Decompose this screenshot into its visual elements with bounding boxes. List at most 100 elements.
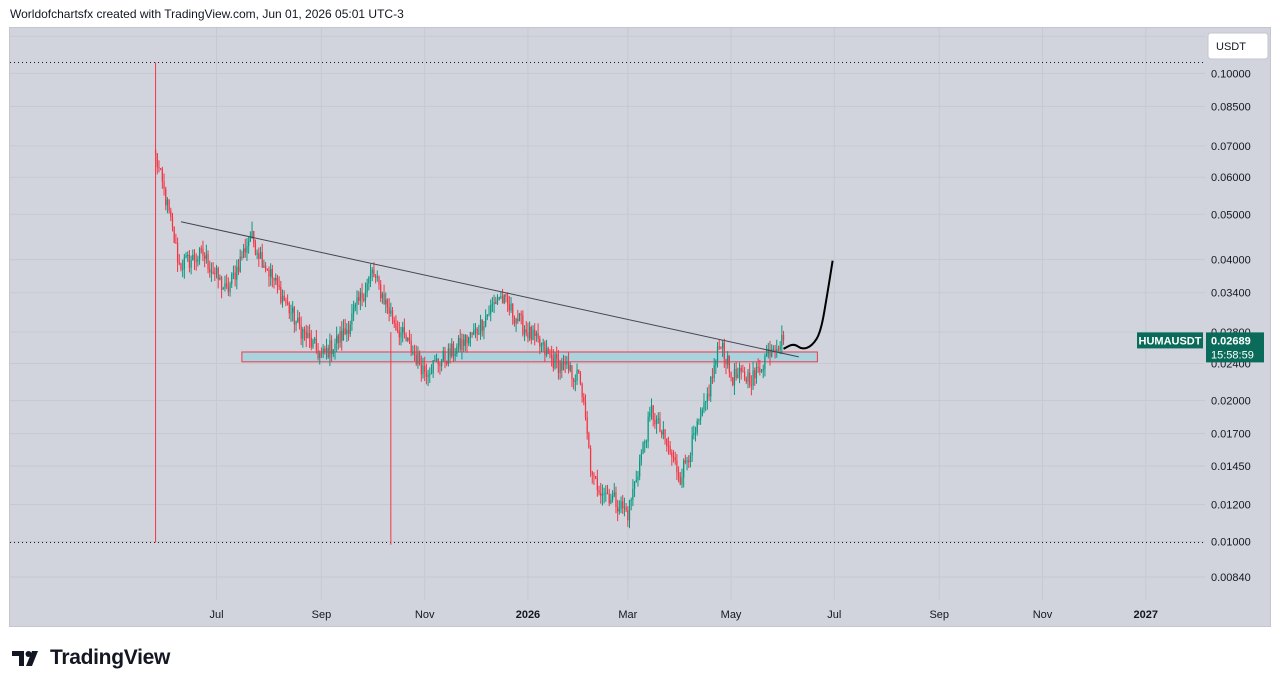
candle-body	[410, 340, 412, 353]
candle-body	[667, 445, 670, 447]
candle-body	[745, 378, 747, 382]
candle-body	[618, 509, 620, 512]
candle-body	[694, 432, 697, 434]
candle-body	[649, 412, 651, 417]
y-tick-label: 0.04000	[1211, 255, 1251, 267]
candle-body	[525, 329, 527, 333]
candle-body	[545, 348, 548, 356]
currency-button[interactable]: USDT	[1207, 32, 1269, 60]
candle-body	[468, 337, 470, 344]
candle-body	[686, 460, 688, 463]
candle-body	[488, 313, 490, 315]
candle-body	[424, 365, 426, 373]
candle-body	[168, 199, 170, 211]
candle-body	[210, 271, 213, 273]
candle-body	[344, 328, 346, 334]
price-chart[interactable]: 0.120000.100000.085000.070000.060000.050…	[10, 28, 1272, 628]
candle-body	[544, 342, 546, 356]
candle-body	[354, 304, 356, 308]
candle-body	[534, 329, 536, 336]
candle-body	[710, 377, 712, 397]
candle-body	[623, 507, 626, 509]
candle-body	[661, 431, 663, 435]
candle-body	[244, 248, 246, 253]
candle-body	[754, 370, 756, 379]
candle-body	[613, 492, 615, 496]
candle-body	[388, 307, 390, 314]
support-zone	[241, 351, 818, 363]
y-tick-label: 0.01200	[1211, 499, 1251, 511]
candle-body	[657, 418, 659, 420]
candle-body	[474, 328, 477, 331]
x-tick-label: Sep	[929, 609, 949, 621]
candle-body	[246, 246, 248, 253]
candle-body	[529, 326, 531, 339]
candle-body	[281, 295, 284, 303]
annotations	[180, 221, 834, 358]
candle-body	[689, 455, 692, 463]
candle-body	[473, 330, 475, 335]
candle-body	[166, 199, 169, 206]
candle-body	[556, 354, 558, 359]
candle-body	[515, 318, 517, 324]
candle-body	[466, 335, 468, 344]
candle-body	[193, 254, 196, 261]
candle-body	[440, 360, 443, 366]
candle-body	[285, 300, 287, 303]
candle-body	[273, 278, 275, 281]
candle-body	[589, 447, 592, 472]
candle-body	[774, 349, 776, 352]
candle-body	[579, 372, 582, 384]
candle-body	[693, 433, 695, 435]
candle-body	[727, 355, 729, 365]
y-tick-label: 0.03400	[1211, 288, 1251, 300]
chart-panel[interactable]: 0.120000.100000.085000.070000.060000.050…	[9, 27, 1271, 627]
candle-body	[314, 338, 316, 341]
price-axis[interactable]: 0.120000.100000.085000.070000.060000.050…	[1211, 31, 1251, 584]
candle-body	[777, 349, 780, 351]
candle-body	[669, 445, 671, 453]
candle-body	[276, 277, 279, 286]
x-tick-label: Jul	[827, 609, 841, 621]
candle-body	[259, 252, 262, 259]
candle-body	[610, 499, 612, 504]
candle-body	[586, 417, 588, 434]
time-axis[interactable]: Jul Sep Nov 2026 Mar May Jul Sep Nov 2027	[209, 609, 1158, 621]
candle-body	[222, 288, 224, 290]
y-tick-label: 0.06000	[1211, 172, 1251, 184]
candle-body	[237, 266, 240, 272]
candle-body	[672, 456, 675, 458]
candle-body	[645, 441, 648, 443]
candle-body	[275, 277, 277, 281]
candle-body	[349, 324, 351, 334]
tradingview-logo[interactable]: TradingView	[12, 646, 170, 670]
candle-body	[432, 360, 434, 374]
candle-body	[209, 268, 211, 272]
candle-body	[290, 312, 292, 314]
candle-body	[292, 307, 294, 313]
candle-body	[500, 296, 502, 298]
last-price-label: 0.02689	[1211, 335, 1251, 347]
candle-body	[554, 354, 556, 369]
candle-body	[730, 372, 732, 378]
candle-body	[393, 320, 395, 324]
candle-body	[415, 354, 417, 364]
candle-body	[403, 327, 406, 335]
candle-body	[781, 334, 783, 346]
candle-body	[342, 328, 345, 341]
candle-body	[330, 340, 333, 354]
candle-body	[750, 384, 753, 386]
candle-body	[698, 419, 700, 422]
candle-body	[716, 346, 719, 362]
candle-body	[256, 253, 258, 255]
currency-button-bg	[1207, 32, 1269, 60]
candle-body	[442, 350, 444, 361]
candle-body	[332, 349, 334, 354]
candle-body	[278, 285, 280, 287]
candle-body	[532, 329, 534, 340]
candle-body	[346, 329, 348, 334]
candle-body	[708, 393, 710, 397]
candle-body	[478, 333, 480, 335]
candle-body	[405, 334, 407, 341]
candle-body	[307, 333, 309, 339]
